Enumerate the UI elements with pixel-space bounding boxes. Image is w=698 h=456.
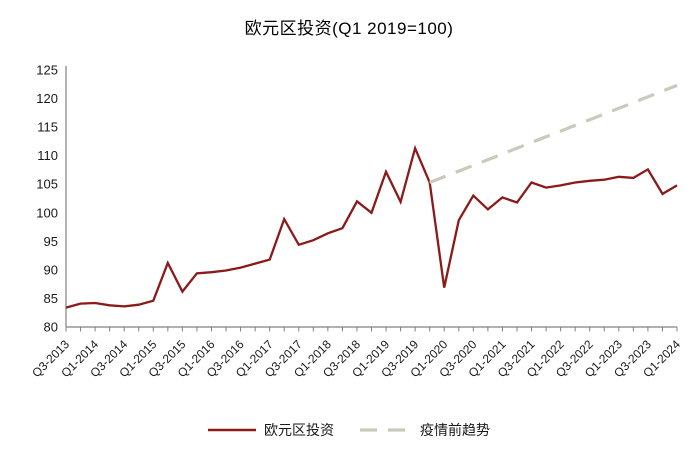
y-tick-label: 100 xyxy=(36,205,58,220)
y-tick-label: 120 xyxy=(36,91,58,106)
y-tick-label: 110 xyxy=(37,148,58,163)
y-tick-label: 105 xyxy=(36,177,58,192)
legend-label-trend: 疫情前趋势 xyxy=(420,422,490,438)
y-tick-label: 125 xyxy=(36,63,58,78)
series-line-trend xyxy=(429,83,678,184)
solid-line-sample xyxy=(208,428,256,432)
y-tick-label: 95 xyxy=(44,234,58,249)
dashed-line-sample xyxy=(360,428,412,432)
legend-label-investment: 欧元区投资 xyxy=(264,422,334,438)
legend: 欧元区投资 疫情前趋势 xyxy=(0,420,698,440)
y-tick-label: 80 xyxy=(44,320,58,335)
legend-item-trend: 疫情前趋势 xyxy=(360,420,490,440)
series-line-investment xyxy=(65,144,678,309)
y-tick-label: 90 xyxy=(44,262,58,277)
y-tick-label: 85 xyxy=(44,291,58,306)
chart-title: 欧元区投资(Q1 2019=100) xyxy=(244,19,454,38)
legend-item-investment: 欧元区投资 xyxy=(208,420,334,440)
y-tick-label: 115 xyxy=(37,120,58,135)
